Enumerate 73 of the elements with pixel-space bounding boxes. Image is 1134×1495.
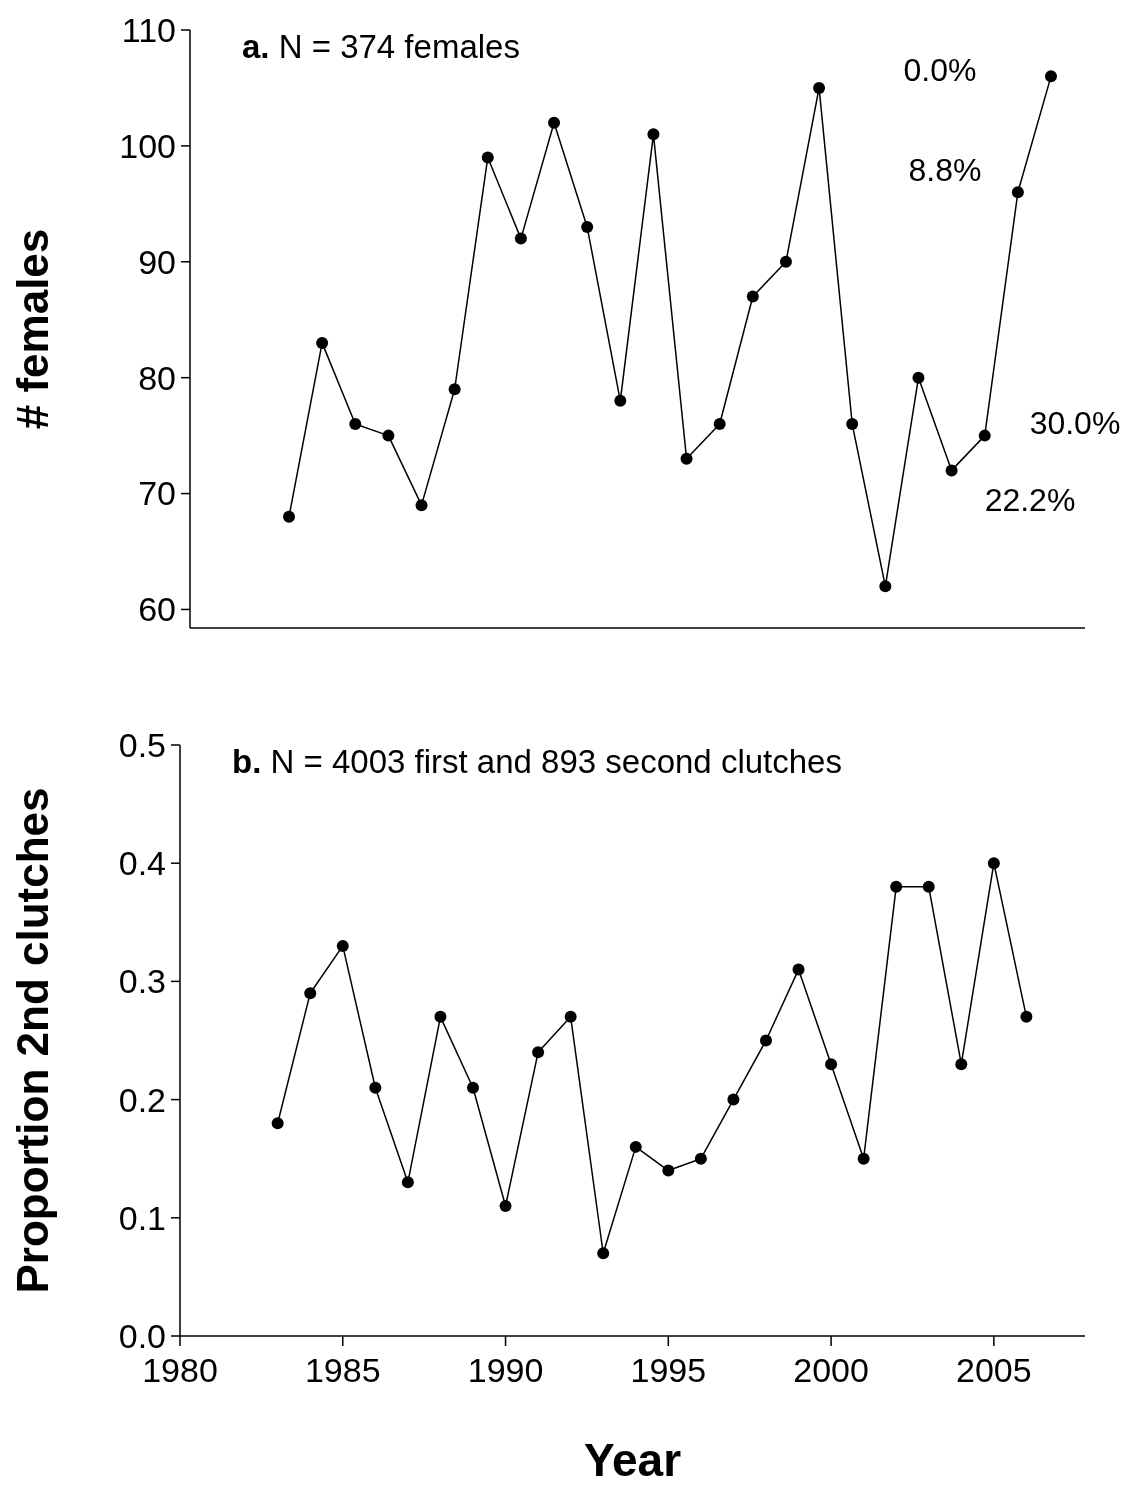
y-tick-label: 110: [121, 10, 176, 49]
point: [434, 1010, 447, 1023]
x-tick-label: 1995: [630, 1351, 707, 1389]
chart-title: b. N = 4003 first and 893 second clutches: [232, 743, 842, 780]
point: [945, 464, 958, 477]
point: [890, 880, 903, 893]
point: [614, 394, 627, 407]
y-tick-label: 100: [119, 126, 176, 165]
y-tick-label: 90: [138, 242, 176, 281]
y-tick-label: 0.3: [118, 962, 166, 1001]
point: [978, 429, 991, 442]
point: [846, 418, 859, 431]
point: [466, 1081, 479, 1094]
annotation: 22.2%: [984, 482, 1076, 519]
y-tick-label: 70: [138, 474, 176, 513]
y-tick-label: 0.1: [118, 1198, 166, 1237]
point: [727, 1093, 740, 1106]
point: [694, 1152, 707, 1165]
point: [514, 232, 527, 245]
point: [987, 857, 1000, 870]
point: [779, 255, 792, 268]
point: [662, 1164, 675, 1177]
y-tick-label: 0.2: [118, 1080, 166, 1119]
y-axis-title: # females: [8, 228, 57, 430]
point: [448, 383, 461, 396]
point: [792, 963, 805, 976]
point: [713, 418, 726, 431]
point: [304, 987, 317, 1000]
point: [481, 151, 494, 164]
point: [271, 1117, 284, 1130]
x-tick-label: 2000: [793, 1351, 869, 1389]
point: [336, 939, 349, 952]
point: [283, 510, 295, 523]
point: [879, 580, 892, 593]
y-tick-label: 0.4: [118, 844, 166, 883]
point: [825, 1058, 838, 1071]
point: [922, 880, 935, 893]
point: [349, 418, 362, 431]
point: [382, 429, 395, 442]
y-axis-title: Proportion 2nd clutches: [8, 787, 57, 1294]
point: [680, 452, 693, 465]
point: [532, 1046, 545, 1059]
point: [597, 1247, 610, 1260]
point: [1011, 186, 1024, 199]
point: [548, 116, 561, 129]
point: [759, 1034, 772, 1047]
point: [955, 1058, 968, 1071]
y-tick-label: 0.5: [118, 725, 166, 764]
x-tick-label: 2005: [956, 1351, 1032, 1389]
x-tick-label: 1985: [304, 1351, 381, 1389]
point: [316, 336, 329, 349]
y-tick-label: 60: [138, 590, 176, 629]
point: [369, 1081, 382, 1094]
annotation: 30.0%: [1029, 405, 1121, 442]
annotation: 0.0%: [903, 52, 977, 89]
point: [629, 1140, 642, 1153]
chart-title: a. N = 374 females: [242, 28, 520, 65]
annotation: 8.8%: [908, 152, 982, 189]
point: [499, 1199, 512, 1212]
point: [857, 1152, 870, 1165]
point: [912, 371, 925, 384]
x-tick-label: 1990: [467, 1351, 544, 1389]
point: [813, 81, 826, 94]
point: [746, 290, 759, 303]
point: [415, 499, 428, 512]
point: [1045, 70, 1057, 83]
y-tick-label: 80: [138, 358, 176, 397]
point: [1020, 1010, 1033, 1023]
x-axis-title: Year: [583, 1434, 682, 1486]
point: [564, 1010, 577, 1023]
point: [581, 221, 594, 234]
point: [647, 128, 660, 141]
point: [401, 1176, 414, 1189]
